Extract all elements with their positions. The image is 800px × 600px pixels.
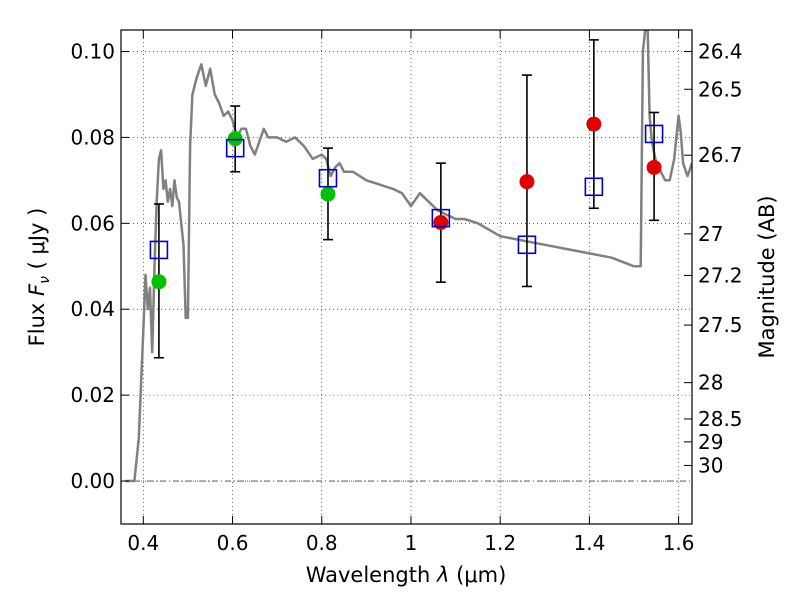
y2-axis-label: Magnitude (AB) <box>755 195 779 358</box>
y2-tick-label-2: 26.7 <box>698 143 743 167</box>
x-tick-label-6: 1.6 <box>663 531 695 555</box>
blue-box-1 <box>225 138 245 158</box>
y2-tick-label-6: 28 <box>698 371 723 395</box>
axis-ticks <box>121 30 692 524</box>
blue-box-0 <box>149 240 169 260</box>
x-axis-label: Wavelength λ (μm) <box>306 563 507 587</box>
x-tick-label-1: 0.6 <box>217 531 249 555</box>
x-tick-label-5: 1.4 <box>573 531 605 555</box>
model-spectrum-line <box>125 30 692 483</box>
x-axis-symbol: λ <box>436 563 449 587</box>
y-tick-label-2: 0.04 <box>70 297 115 321</box>
blue-box-2 <box>318 168 338 188</box>
y-axis-label: Flux Fν ( μJy ) <box>25 208 53 347</box>
x-tick-label-2: 0.8 <box>306 531 338 555</box>
y2-tick-label-3: 27 <box>698 222 723 246</box>
green-point-2 <box>320 186 336 202</box>
y2-tick-label-8: 29 <box>698 430 723 454</box>
red-point-2 <box>586 116 602 132</box>
y2-tick-label-1: 26.5 <box>698 77 743 101</box>
plot-frame <box>120 29 693 525</box>
y-tick-label-0: 0.00 <box>70 469 115 493</box>
red-point-1 <box>519 174 535 190</box>
blue-box-6 <box>644 124 664 144</box>
tick-labels: 0.4 0.6 0.8 1 1.2 1.4 1.6 0.00 0.02 0.04 0.06 0.08 0… <box>70 39 742 555</box>
blue-box-5 <box>584 177 604 197</box>
blue-box-4 <box>517 235 537 255</box>
y-tick-label-5: 0.10 <box>70 39 115 63</box>
data-series <box>125 30 692 483</box>
y-tick-label-1: 0.02 <box>70 383 115 407</box>
x-tick-label-4: 1.2 <box>484 531 516 555</box>
y-axis-symbol: F <box>25 283 49 296</box>
red-point-3 <box>646 159 662 175</box>
green-point-1 <box>227 131 243 147</box>
y2-tick-label-4: 27.2 <box>698 263 743 287</box>
plot-area <box>121 30 692 524</box>
x-tick-label-3: 1 <box>405 531 418 555</box>
red-point-0 <box>433 214 449 230</box>
data-markers <box>149 116 664 290</box>
x-tick-label-0: 0.4 <box>127 531 159 555</box>
y2-tick-label-5: 27.5 <box>698 313 743 337</box>
y2-tick-label-7: 28.5 <box>698 407 743 431</box>
y-axis-subscript: ν <box>37 276 53 284</box>
y-tick-label-4: 0.08 <box>70 125 115 149</box>
y2-tick-label-9: 30 <box>698 453 723 477</box>
blue-box-3 <box>431 208 451 228</box>
y2-tick-label-0: 26.4 <box>698 39 743 63</box>
y-tick-label-3: 0.06 <box>70 211 115 235</box>
green-point-0 <box>151 274 167 290</box>
